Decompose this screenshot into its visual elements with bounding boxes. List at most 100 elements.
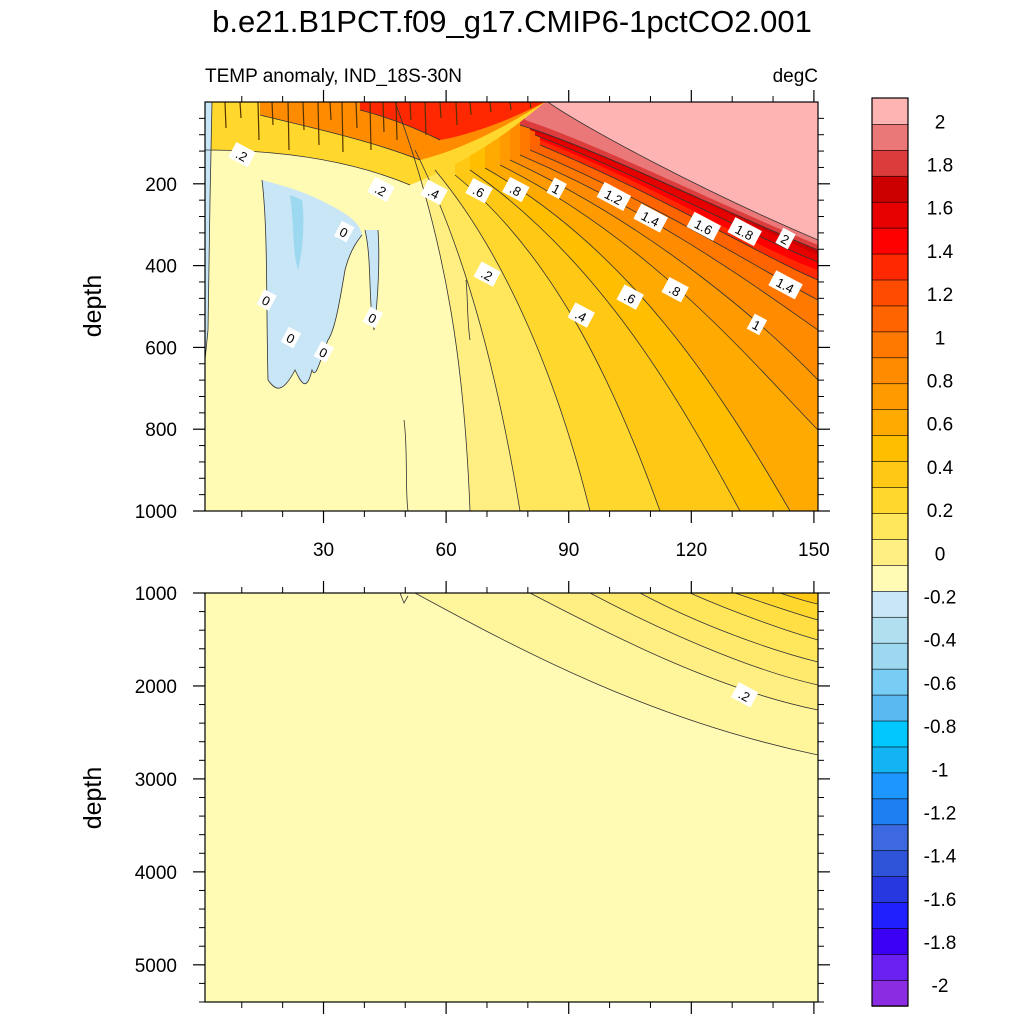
colorbar-swatch bbox=[871, 383, 909, 411]
colorbar-swatch bbox=[871, 512, 909, 540]
contour-label: .6 bbox=[616, 284, 644, 310]
upper-contour-line bbox=[403, 419, 409, 511]
contour-label-box bbox=[313, 341, 334, 363]
colorbar-label: 0 bbox=[935, 544, 946, 565]
contour-label: .2 bbox=[473, 261, 501, 287]
contour-label: .4 bbox=[420, 179, 448, 206]
colorbar-swatch bbox=[871, 279, 909, 307]
colorbar-swatch bbox=[871, 97, 909, 125]
x-tick-label: 90 bbox=[558, 540, 579, 561]
colorbar-swatch bbox=[871, 850, 909, 877]
contour-label-box bbox=[334, 220, 355, 243]
colorbar-swatch bbox=[871, 149, 909, 177]
contour-label-box bbox=[546, 177, 567, 200]
contour-label: 2 bbox=[775, 227, 796, 250]
colorbar-swatch bbox=[871, 434, 909, 462]
contour-label-box bbox=[228, 142, 256, 168]
contour-label-box bbox=[567, 302, 595, 328]
colorbar-swatch bbox=[871, 694, 909, 722]
contour-label-box bbox=[686, 211, 722, 241]
y-tick-label: 1000 bbox=[135, 502, 177, 523]
colorbar-swatch bbox=[871, 616, 909, 644]
contour-label: 0 bbox=[256, 289, 277, 311]
contour-label: 1 bbox=[546, 177, 567, 200]
x-tick-label: 30 bbox=[313, 540, 334, 561]
contour-label-box bbox=[746, 313, 768, 336]
upper-contour-line bbox=[484, 167, 791, 511]
colorbar-label: 1.8 bbox=[927, 156, 953, 177]
colorbar-swatch bbox=[871, 798, 909, 826]
colorbar-swatch bbox=[871, 357, 909, 385]
contour-label: .8 bbox=[502, 176, 530, 203]
contour-label: 1.8 bbox=[727, 217, 762, 247]
colorbar-swatch bbox=[871, 201, 909, 229]
contour-label: .2 bbox=[730, 682, 759, 708]
colorbar-swatch bbox=[871, 720, 909, 748]
y-tick-label: 4000 bbox=[135, 863, 177, 884]
upper-contour-line bbox=[534, 134, 818, 263]
contour-label: .2 bbox=[367, 176, 395, 203]
y-tick-label: 3000 bbox=[135, 770, 177, 791]
colorbar-swatch bbox=[871, 409, 909, 436]
upper-contour-line bbox=[454, 174, 661, 511]
colorbar-label: 1.4 bbox=[927, 242, 954, 263]
lower-contour-line bbox=[639, 593, 818, 663]
contour-label-text: 1.6 bbox=[692, 216, 715, 238]
contour-label-box bbox=[768, 270, 803, 300]
lower-contour-line bbox=[779, 593, 818, 605]
chart-subtitle-left: TEMP anomaly, IND_18S-30N bbox=[205, 66, 462, 87]
upper-fill-surface-red bbox=[360, 102, 545, 140]
lower-contour-line bbox=[689, 593, 818, 641]
contour-label-box bbox=[362, 306, 383, 329]
contour-label-box bbox=[420, 179, 448, 206]
y-tick-label: 200 bbox=[145, 175, 177, 196]
colorbar-label: 1 bbox=[935, 328, 946, 349]
contour-label: 0 bbox=[362, 306, 383, 329]
colorbar-label: 0.4 bbox=[927, 458, 954, 479]
contour-label-text: 1.2 bbox=[602, 186, 625, 208]
lower-contour-labels: .2 bbox=[730, 682, 759, 708]
chart-subtitle-right: degC bbox=[773, 66, 818, 87]
contour-label: .8 bbox=[661, 277, 689, 303]
lower-contour-line bbox=[529, 593, 818, 711]
contour-label-text: 1.4 bbox=[639, 208, 662, 230]
contour-label-box bbox=[465, 178, 493, 204]
colorbar-swatch bbox=[871, 590, 909, 618]
x-tick-label: 60 bbox=[436, 540, 457, 561]
y-tick-label: 600 bbox=[145, 338, 177, 359]
colorbar-swatch bbox=[871, 927, 909, 955]
colorbar-swatch bbox=[871, 123, 909, 151]
colorbar-label: 1.2 bbox=[927, 285, 953, 306]
upper-noise-strokes bbox=[224, 101, 532, 153]
y-tick-label: 800 bbox=[145, 420, 177, 441]
x-tick-label: 120 bbox=[675, 540, 707, 561]
colorbar-label: -0.2 bbox=[924, 587, 957, 608]
upper-contour-line bbox=[205, 102, 213, 361]
colorbar-swatch bbox=[871, 305, 909, 333]
contour-label: 0 bbox=[280, 326, 302, 349]
contour-label-box bbox=[661, 277, 689, 303]
colorbar-swatch bbox=[871, 564, 909, 592]
contour-label: 0 bbox=[334, 220, 355, 243]
contour-label: 1.4 bbox=[633, 203, 668, 233]
colorbar-label: -1.6 bbox=[924, 890, 957, 911]
upper-contour-line bbox=[465, 279, 471, 341]
colorbar-swatch bbox=[871, 538, 909, 566]
lower-contour-field bbox=[205, 593, 818, 1002]
colorbar-label: 0.2 bbox=[927, 501, 953, 522]
upper-fill-negative-left bbox=[205, 102, 212, 360]
upper-contour-line bbox=[509, 159, 818, 381]
upper-y-axis-label: depth bbox=[79, 275, 107, 338]
upper-contour-lines bbox=[205, 102, 818, 511]
contour-label: .6 bbox=[465, 178, 493, 204]
contour-label: 1 bbox=[746, 313, 768, 336]
contour-label: 1.6 bbox=[686, 211, 722, 241]
lower-y-axis-label: depth bbox=[79, 767, 107, 830]
colorbar-swatch bbox=[871, 175, 909, 203]
contour-label-box bbox=[256, 289, 277, 311]
colorbar-label: -1 bbox=[932, 760, 949, 781]
